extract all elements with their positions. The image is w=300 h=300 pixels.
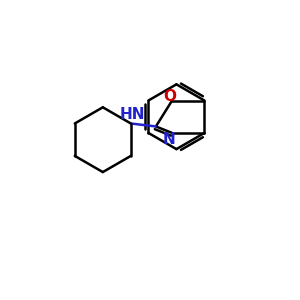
Text: HN: HN <box>120 106 145 122</box>
Text: N: N <box>162 132 175 147</box>
Text: O: O <box>163 89 176 104</box>
